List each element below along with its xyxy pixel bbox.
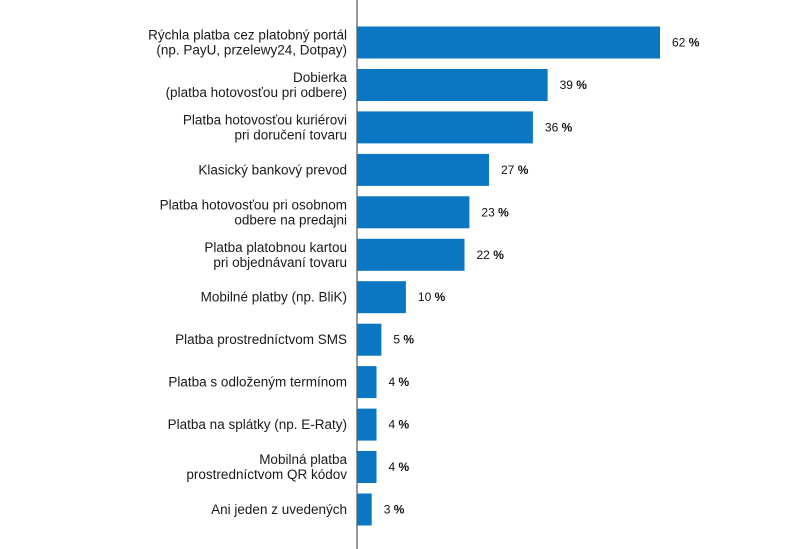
category-label-4: Platba hotovosťou pri osobnom odbere na p… bbox=[160, 197, 347, 227]
data-label-8: 4 % bbox=[389, 375, 410, 389]
category-label-0: Rýchla platba cez platobný portál (np. Pa… bbox=[148, 28, 347, 58]
bar-1 bbox=[357, 69, 548, 101]
data-label-11: 3 % bbox=[384, 503, 405, 517]
category-label-2: Platba hotovosťou kuriérovi pri doručení … bbox=[183, 112, 347, 142]
data-label-6: 10 % bbox=[418, 290, 446, 304]
category-label-10: Mobilná platba prostredníctvom QR kódov bbox=[186, 452, 347, 482]
category-label-8: Platba s odloženým termínom bbox=[168, 375, 347, 390]
data-label-3: 27 % bbox=[501, 163, 529, 177]
data-label-7: 5 % bbox=[393, 333, 414, 347]
bar-9 bbox=[357, 408, 377, 441]
category-label-5: Platba platobnou kartou pri objednávaní t… bbox=[204, 240, 347, 270]
bar-11 bbox=[357, 493, 372, 526]
category-label-1: Dobierka (platba hotovosťou pri odbere) bbox=[166, 70, 348, 100]
bar-5 bbox=[357, 238, 465, 271]
bar-3 bbox=[357, 153, 489, 186]
data-label-9: 4 % bbox=[389, 418, 410, 432]
category-label-3: Klasický bankový prevod bbox=[198, 162, 347, 177]
bar-7 bbox=[357, 323, 382, 356]
category-label-9: Platba na splátky (np. E-Raty) bbox=[168, 417, 347, 432]
data-label-5: 22 % bbox=[477, 248, 505, 262]
bar-6 bbox=[357, 281, 406, 314]
data-label-2: 36 % bbox=[545, 120, 573, 134]
data-label-1: 39 % bbox=[560, 78, 588, 92]
data-label-4: 23 % bbox=[481, 205, 509, 219]
bar-8 bbox=[357, 366, 377, 399]
bar-0 bbox=[357, 26, 660, 59]
data-label-0: 62 % bbox=[672, 36, 700, 50]
category-label-11: Ani jeden z uvedených bbox=[211, 502, 347, 517]
bar-2 bbox=[357, 111, 533, 144]
data-label-10: 4 % bbox=[389, 460, 410, 474]
bar-10 bbox=[357, 451, 377, 483]
category-label-6: Mobilné platby (np. BliK) bbox=[201, 290, 347, 305]
bar-4 bbox=[357, 196, 470, 229]
category-label-7: Platba prostredníctvom SMS bbox=[175, 332, 347, 347]
